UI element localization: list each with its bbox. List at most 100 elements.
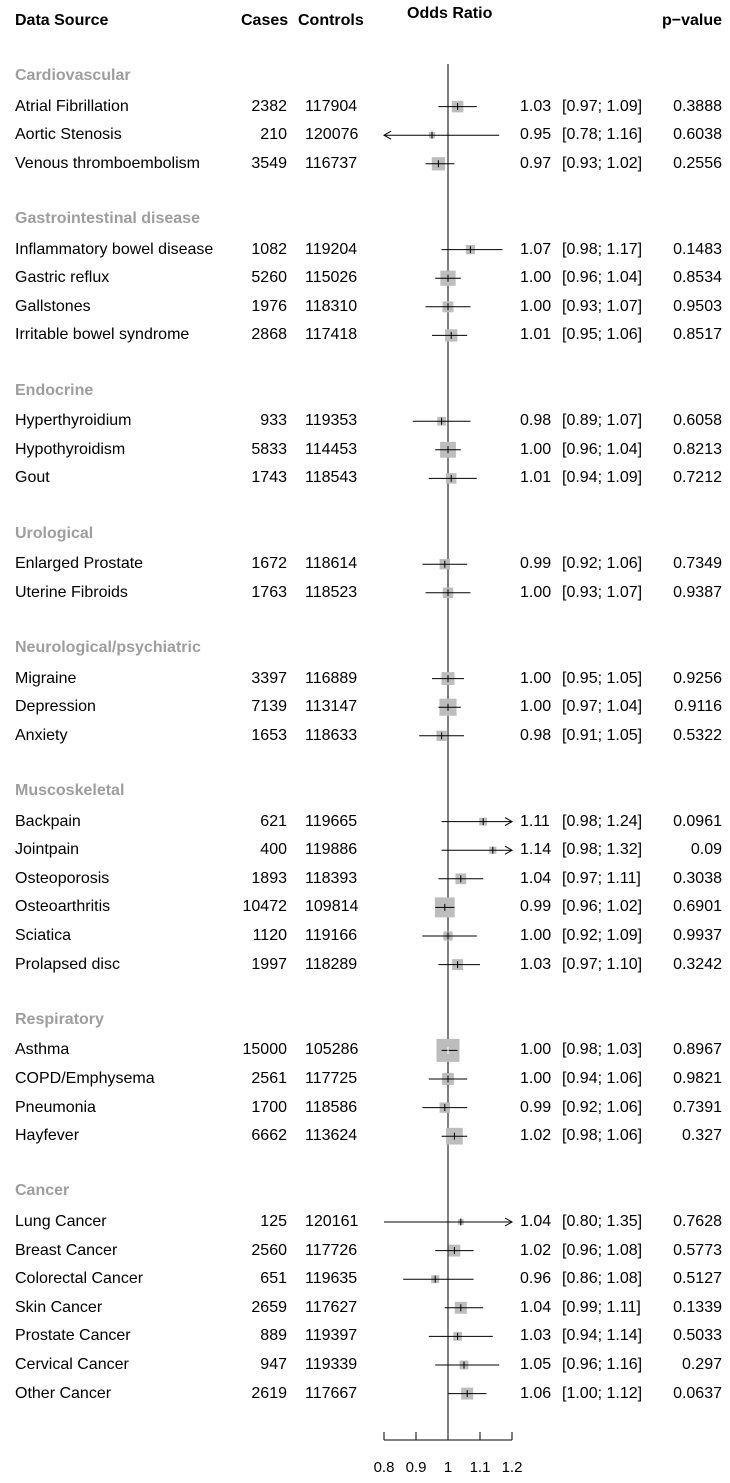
row-p-value: 0.7212 (673, 469, 722, 487)
row-cases: 1700 (251, 1098, 287, 1116)
row-cases: 5833 (251, 440, 287, 458)
row-odds-ratio: 1.03 (520, 97, 552, 115)
table-row: Osteoporosis 1893 118393 1.04 [0.97; 1.11] 0.… (0, 867, 730, 891)
table-row: Migraine 3397 116889 1.00 [0.95; 1.05] 0.9256 (0, 667, 730, 691)
row-label: Inflammatory bowel disease (15, 240, 214, 258)
row-confidence-interval: [0.94; 1.06] (562, 1070, 643, 1087)
row-cases: 1653 (251, 726, 287, 744)
row-label: COPD/Emphysema (15, 1070, 155, 1087)
row-controls: 119665 (305, 812, 358, 830)
row-controls: 117904 (305, 97, 358, 115)
row-odds-ratio: 1.00 (520, 927, 552, 944)
row-label: Enlarged Prostate (15, 555, 144, 573)
row-controls: 119166 (305, 927, 358, 944)
row-odds-ratio: 0.99 (520, 555, 552, 573)
row-odds-ratio: 0.98 (520, 726, 552, 744)
row-cases: 1976 (251, 297, 287, 315)
row-controls: 117627 (305, 1298, 358, 1316)
x-axis-tick-label: 0.9 (406, 1459, 427, 1476)
row-p-value: 0.8534 (673, 269, 722, 287)
row-p-value: 0.8517 (673, 326, 722, 344)
row-controls: 119353 (305, 412, 358, 430)
row-odds-ratio: 1.00 (520, 269, 552, 287)
table-row: Hypothyroidism 5833 114453 1.00 [0.96; 1.04]… (0, 438, 730, 462)
row-controls: 115026 (305, 269, 358, 287)
row-label: Prolapsed disc (15, 955, 120, 973)
row-confidence-interval: [0.93; 1.07] (562, 583, 643, 601)
row-controls: 120076 (305, 126, 359, 144)
row-p-value: 0.9116 (674, 698, 722, 716)
row-controls: 113624 (305, 1127, 358, 1145)
row-confidence-interval: [0.95; 1.05] (562, 669, 643, 687)
row-confidence-interval: [0.96; 1.16] (562, 1356, 643, 1373)
row-label: Anxiety (15, 726, 68, 744)
table-row: Anxiety 1653 118633 0.98 [0.91; 1.05] 0.5322 (0, 724, 730, 748)
ci-arrow-right (504, 1217, 514, 1227)
row-p-value: 0.1483 (673, 240, 722, 258)
group-heading: Urological (15, 524, 94, 542)
row-controls: 119635 (305, 1270, 358, 1288)
table-row: Asthma 15000 105286 1.00 [0.98; 1.03] 0.8967 (0, 1038, 730, 1062)
row-controls: 119886 (305, 841, 358, 859)
row-confidence-interval: [0.96; 1.04] (562, 269, 643, 287)
row-p-value: 0.7349 (673, 555, 722, 573)
table-row: Cervical Cancer 947 119339 1.05 [0.96; 1.16]… (0, 1353, 730, 1377)
row-cases: 5260 (251, 269, 287, 287)
row-confidence-interval: [0.91; 1.05] (562, 726, 643, 744)
row-odds-ratio: 1.14 (520, 841, 552, 859)
row-label: Skin Cancer (15, 1298, 103, 1316)
table-row: COPD/Emphysema 2561 117725 1.00 [0.94; 1.06]… (0, 1067, 730, 1091)
row-controls: 118393 (305, 869, 358, 887)
row-odds-ratio: 1.02 (520, 1127, 552, 1145)
row-cases: 1893 (251, 869, 287, 887)
row-cases: 6662 (251, 1127, 287, 1145)
row-confidence-interval: [0.98; 1.24] (562, 812, 643, 830)
row-p-value: 0.9503 (673, 297, 722, 315)
table-row: Osteoarthritis 10472 109814 0.99 [0.96; 1.02… (0, 895, 730, 919)
row-confidence-interval: [0.92; 1.06] (562, 555, 643, 573)
row-label: Hyperthyroidium (15, 412, 132, 430)
row-controls: 117726 (305, 1241, 358, 1259)
row-controls: 118614 (305, 555, 358, 573)
table-row: Gout 1743 118543 1.01 [0.94; 1.09] 0.7212 (0, 466, 730, 490)
row-odds-ratio: 1.01 (520, 469, 552, 487)
row-p-value: 0.5033 (673, 1327, 722, 1345)
row-label: Migraine (15, 669, 77, 687)
row-label: Gallstones (15, 297, 91, 315)
row-odds-ratio: 1.00 (520, 583, 552, 601)
row-p-value: 0.1339 (673, 1298, 722, 1316)
row-odds-ratio: 0.99 (520, 1098, 552, 1116)
row-odds-ratio: 1.04 (520, 869, 552, 887)
row-label: Uterine Fibroids (15, 583, 128, 601)
row-p-value: 0.8967 (673, 1041, 722, 1059)
row-label: Gastric reflux (15, 269, 110, 287)
row-odds-ratio: 1.01 (520, 326, 552, 344)
table-row: Prostate Cancer 889 119397 1.03 [0.94; 1.14]… (0, 1324, 730, 1348)
row-label: Cervical Cancer (15, 1356, 129, 1373)
row-cases: 210 (260, 126, 287, 144)
row-cases: 400 (260, 841, 287, 859)
row-label: Jointpain (15, 841, 80, 859)
row-cases: 7139 (251, 698, 287, 716)
row-cases: 1120 (252, 927, 287, 944)
row-confidence-interval: [0.93; 1.02] (562, 154, 643, 172)
row-confidence-interval: [0.99; 1.11] (562, 1298, 641, 1316)
row-cases: 621 (260, 812, 287, 830)
row-p-value: 0.3888 (673, 97, 722, 115)
table-row: Lung Cancer 125 120161 1.04 [0.80; 1.35] 0.76… (0, 1210, 730, 1234)
row-confidence-interval: [0.98; 1.03] (562, 1041, 643, 1059)
row-p-value: 0.09 (690, 841, 722, 859)
group-heading: Endocrine (15, 381, 94, 399)
row-controls: 116889 (305, 669, 358, 687)
row-p-value: 0.9387 (673, 583, 722, 601)
row-cases: 2560 (251, 1241, 287, 1259)
row-confidence-interval: [1.00; 1.12] (562, 1384, 643, 1402)
row-odds-ratio: 1.03 (520, 955, 552, 973)
row-confidence-interval: [0.78; 1.16] (562, 126, 643, 144)
row-odds-ratio: 1.11 (520, 812, 550, 830)
row-cases: 889 (260, 1327, 287, 1345)
group-heading: Neurological/psychiatric (15, 639, 201, 656)
row-controls: 109814 (305, 898, 359, 916)
row-cases: 2382 (251, 97, 287, 115)
